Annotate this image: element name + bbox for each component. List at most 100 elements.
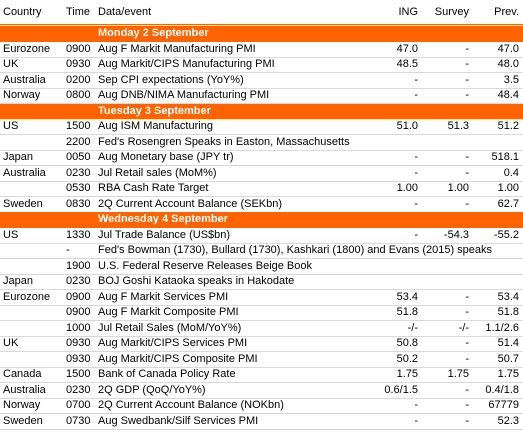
time-cell: 0730 bbox=[66, 414, 91, 427]
time-cell: 1330 bbox=[66, 228, 91, 241]
ing-cell: - bbox=[414, 151, 418, 163]
ing-cell: - bbox=[414, 197, 418, 210]
prev-cell: 518.1 bbox=[491, 151, 519, 163]
survey-cell: -54.3 bbox=[443, 228, 469, 241]
country-cell: Norway bbox=[3, 89, 41, 101]
time-cell: - bbox=[66, 244, 70, 256]
prev-cell: Prev. bbox=[494, 6, 519, 18]
event-cell: Aug F Markit Services PMI bbox=[98, 290, 229, 303]
time-cell: 0930 bbox=[66, 337, 91, 349]
ing-cell: 50.8 bbox=[396, 337, 418, 349]
time-cell: 1500 bbox=[66, 120, 91, 132]
time-cell: 1500 bbox=[66, 368, 91, 380]
survey-cell: - bbox=[465, 58, 469, 70]
country-cell: US bbox=[3, 228, 19, 241]
event-cell: Jul Trade Balance (US$bn) bbox=[98, 228, 231, 241]
section-title: Monday 2 September bbox=[98, 27, 209, 39]
event-cell: Aug Markit/CIPS Services PMI bbox=[98, 337, 248, 349]
prev-cell: 62.7 bbox=[497, 197, 519, 210]
ing-cell: 51.8 bbox=[396, 306, 418, 318]
prev-cell: 53.4 bbox=[497, 290, 519, 303]
row-rule bbox=[0, 180, 523, 182]
survey-cell: - bbox=[465, 352, 469, 365]
survey-cell: - bbox=[465, 414, 469, 427]
country-cell: Australia bbox=[3, 383, 46, 396]
event-cell: Bank of Canada Policy Rate bbox=[98, 368, 236, 380]
country-cell: Sweden bbox=[3, 414, 43, 427]
survey-cell: Survey bbox=[434, 6, 469, 18]
time-cell: 0200 bbox=[66, 73, 91, 86]
survey-cell: -/- bbox=[458, 321, 469, 334]
section-band bbox=[0, 26, 523, 42]
time-cell: 0830 bbox=[66, 197, 91, 210]
ing-cell: ING bbox=[398, 6, 418, 18]
row-rule bbox=[0, 72, 523, 73]
country-cell: UK bbox=[3, 58, 19, 70]
event-cell: U.S. Federal Reserve Releases Beige Book bbox=[98, 259, 312, 272]
prev-cell: 51.4 bbox=[497, 337, 519, 349]
time-cell: 0530 bbox=[66, 182, 91, 194]
section-band bbox=[0, 103, 523, 119]
section-title: Tuesday 3 September bbox=[98, 104, 211, 117]
ing-cell: 47.0 bbox=[396, 42, 418, 55]
row-rule bbox=[0, 335, 523, 337]
event-cell: Aug ISM Manufacturing bbox=[98, 120, 213, 132]
prev-cell: 47.0 bbox=[497, 42, 519, 55]
row-rule bbox=[0, 149, 523, 151]
time-cell: 0230 bbox=[66, 275, 91, 287]
event-cell: Aug DNB/NIMA Manufacturing PMI bbox=[98, 89, 270, 101]
prev-cell: 51.8 bbox=[497, 306, 519, 318]
ing-cell: -/- bbox=[407, 321, 418, 334]
event-cell: Fed's Bowman (1730), Bullard (1730), Kas… bbox=[98, 244, 493, 256]
country-cell: UK bbox=[3, 337, 19, 349]
survey-cell: - bbox=[465, 306, 469, 318]
time-cell: 0900 bbox=[66, 306, 91, 318]
event-cell: Data/event bbox=[98, 6, 152, 18]
ing-cell: - bbox=[414, 73, 418, 86]
ing-cell: 1.75 bbox=[396, 368, 418, 380]
event-cell: Aug F Markit Manufacturing PMI bbox=[98, 42, 256, 55]
survey-cell: - bbox=[465, 337, 469, 349]
time-cell: 0050 bbox=[66, 151, 91, 163]
row-rule bbox=[0, 428, 523, 430]
row-rule bbox=[0, 366, 523, 368]
ing-cell: - bbox=[414, 399, 418, 411]
time-cell: 0930 bbox=[66, 58, 91, 70]
event-cell: Aug F Markit Composite PMI bbox=[98, 306, 239, 318]
prev-cell: 52.3 bbox=[497, 414, 519, 427]
prev-cell: 1.00 bbox=[497, 182, 519, 194]
row-rule bbox=[0, 258, 523, 259]
prev-cell: 3.5 bbox=[503, 73, 519, 86]
ing-cell: 0.6/1.5 bbox=[384, 383, 418, 396]
event-cell: Jul Retail Sales (MoM/YoY%) bbox=[98, 321, 242, 334]
survey-cell: - bbox=[465, 197, 469, 210]
event-cell: 2Q Current Account Balance (NOKbn) bbox=[98, 399, 284, 411]
country-cell: Eurozone bbox=[3, 42, 51, 55]
event-cell: 2Q GDP (QoQ/YoY%) bbox=[98, 383, 206, 396]
ing-cell: - bbox=[414, 89, 418, 101]
survey-cell: 51.3 bbox=[447, 120, 469, 132]
event-cell: Aug Markit/CIPS Composite PMI bbox=[98, 352, 258, 365]
prev-cell: 0.4 bbox=[503, 166, 519, 179]
event-cell: Jul Retail sales (MoM%) bbox=[98, 166, 217, 179]
ing-cell: - bbox=[414, 228, 418, 241]
section-title: Wednesday 4 September bbox=[98, 213, 229, 225]
prev-cell: -55.2 bbox=[493, 228, 519, 241]
survey-cell: - bbox=[465, 383, 469, 396]
event-cell: Fed's Rosengren Speaks in Easton, Massac… bbox=[98, 135, 350, 148]
event-cell: RBA Cash Rate Target bbox=[98, 182, 209, 194]
event-cell: Sep CPI expectations (YoY%) bbox=[98, 73, 244, 86]
prev-cell: 51.2 bbox=[497, 120, 519, 132]
time-cell: 0230 bbox=[66, 166, 91, 179]
country-cell: Country bbox=[3, 6, 42, 18]
time-cell: 1000 bbox=[66, 321, 91, 334]
time-cell: 1900 bbox=[66, 259, 91, 272]
time-cell: 0230 bbox=[66, 383, 91, 396]
row-rule bbox=[0, 242, 523, 244]
prev-cell: 50.7 bbox=[497, 352, 519, 365]
survey-cell: 1.75 bbox=[447, 368, 469, 380]
survey-cell: - bbox=[465, 89, 469, 101]
country-cell: Canada bbox=[3, 368, 42, 380]
prev-cell: 1.75 bbox=[497, 368, 519, 380]
